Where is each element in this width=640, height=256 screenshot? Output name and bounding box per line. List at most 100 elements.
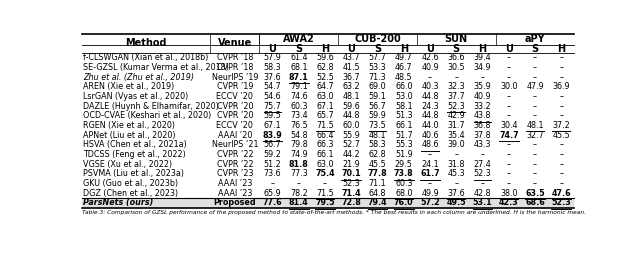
Text: 59.6: 59.6: [342, 102, 360, 111]
Bar: [81, 198, 575, 208]
Text: 44.8: 44.8: [342, 111, 360, 120]
Text: 59.6: 59.6: [316, 54, 334, 62]
Text: 42.6: 42.6: [421, 54, 439, 62]
Text: –: –: [428, 150, 432, 159]
Text: –: –: [559, 73, 563, 82]
Text: 75.4: 75.4: [316, 169, 335, 178]
Text: H: H: [400, 44, 408, 54]
Text: 59.2: 59.2: [264, 150, 282, 159]
Text: 68.6: 68.6: [525, 198, 545, 207]
Text: –: –: [507, 150, 511, 159]
Text: 47.6: 47.6: [552, 189, 571, 198]
Text: 37.6: 37.6: [264, 73, 282, 82]
Text: –: –: [507, 141, 511, 150]
Text: VGSE (Xu et al., 2022): VGSE (Xu et al., 2022): [83, 160, 172, 169]
Text: Table 3: Comparison of GZSL performance of the proposed method to state-of-the-a: Table 3: Comparison of GZSL performance …: [81, 210, 586, 215]
Text: S: S: [374, 44, 381, 54]
Text: 77.3: 77.3: [290, 169, 308, 178]
Text: –: –: [533, 54, 537, 62]
Text: 69.0: 69.0: [369, 82, 387, 91]
Text: –: –: [533, 150, 537, 159]
Text: 87.1: 87.1: [289, 73, 308, 82]
Text: 37.2: 37.2: [552, 121, 570, 130]
Text: 53.3: 53.3: [369, 63, 387, 72]
Text: –: –: [507, 160, 511, 169]
Text: –: –: [507, 92, 511, 101]
Text: 73.8: 73.8: [394, 169, 413, 178]
Text: 68.1: 68.1: [290, 63, 308, 72]
Text: 45.3: 45.3: [447, 169, 465, 178]
Text: aPY: aPY: [525, 34, 545, 44]
Text: –: –: [559, 111, 563, 120]
Text: 74.6: 74.6: [290, 92, 308, 101]
Text: LsrGAN (Vyas et al., 2020): LsrGAN (Vyas et al., 2020): [83, 92, 188, 101]
Text: 66.0: 66.0: [395, 82, 413, 91]
Text: CVPR ’18: CVPR ’18: [217, 54, 253, 62]
Text: 67.1: 67.1: [264, 121, 282, 130]
Text: 51.7: 51.7: [395, 131, 413, 140]
Text: 58.3: 58.3: [264, 63, 282, 72]
Text: 49.7: 49.7: [395, 54, 413, 62]
Text: 52.7: 52.7: [342, 141, 360, 150]
Text: CUB-200: CUB-200: [354, 34, 401, 44]
Text: 60.3: 60.3: [290, 102, 308, 111]
Text: DAZLE (Huynh & Elhamifar, 2020): DAZLE (Huynh & Elhamifar, 2020): [83, 102, 219, 111]
Text: 58.1: 58.1: [395, 102, 413, 111]
Text: 59.9: 59.9: [369, 111, 387, 120]
Text: 54.6: 54.6: [264, 92, 282, 101]
Text: –: –: [559, 63, 563, 72]
Text: 33.2: 33.2: [474, 102, 492, 111]
Text: S: S: [295, 44, 302, 54]
Text: Zhu et al. (Zhu et al., 2019): Zhu et al. (Zhu et al., 2019): [83, 73, 194, 82]
Text: 21.9: 21.9: [342, 160, 360, 169]
Text: 63.0: 63.0: [316, 160, 334, 169]
Text: 62.8: 62.8: [369, 150, 387, 159]
Text: 73.5: 73.5: [369, 121, 387, 130]
Text: –: –: [559, 169, 563, 178]
Text: 81.4: 81.4: [289, 198, 308, 207]
Text: –: –: [533, 102, 537, 111]
Text: 77.6: 77.6: [262, 198, 282, 207]
Text: 40.9: 40.9: [421, 63, 439, 72]
Text: 63.2: 63.2: [342, 82, 360, 91]
Text: GKU (Guo et al., 2023b): GKU (Guo et al., 2023b): [83, 179, 178, 188]
Text: –: –: [507, 73, 511, 82]
Text: 68.0: 68.0: [395, 189, 413, 198]
Text: 36.9: 36.9: [552, 82, 570, 91]
Text: 24.3: 24.3: [421, 102, 439, 111]
Text: 61.4: 61.4: [290, 54, 308, 62]
Text: –: –: [533, 160, 537, 169]
Text: 63.5: 63.5: [525, 189, 545, 198]
Text: U: U: [269, 44, 276, 54]
Text: 44.8: 44.8: [421, 111, 439, 120]
Text: 71.3: 71.3: [369, 73, 387, 82]
Text: 34.9: 34.9: [474, 63, 492, 72]
Text: 51.2: 51.2: [264, 160, 282, 169]
Text: 27.4: 27.4: [474, 160, 492, 169]
Text: NeurIPS ’19: NeurIPS ’19: [212, 73, 258, 82]
Text: 37.7: 37.7: [447, 92, 465, 101]
Text: 76.5: 76.5: [290, 121, 308, 130]
Text: 52.3: 52.3: [552, 198, 571, 207]
Text: SE-GZSL (Kumar Verma et al., 2018): SE-GZSL (Kumar Verma et al., 2018): [83, 63, 229, 72]
Text: Method: Method: [125, 38, 166, 48]
Text: CVPR ’20: CVPR ’20: [216, 111, 253, 120]
Text: 29.5: 29.5: [395, 160, 413, 169]
Text: CVPR ’22: CVPR ’22: [216, 150, 253, 159]
Text: AWA2: AWA2: [283, 34, 315, 44]
Text: PSVMA (Liu et al., 2023a): PSVMA (Liu et al., 2023a): [83, 169, 184, 178]
Text: 42.8: 42.8: [474, 189, 492, 198]
Text: AAAI ’23: AAAI ’23: [218, 189, 252, 198]
Text: 59.1: 59.1: [369, 92, 387, 101]
Text: 52.3: 52.3: [342, 179, 360, 188]
Text: –: –: [507, 102, 511, 111]
Text: U: U: [426, 44, 434, 54]
Text: 35.4: 35.4: [447, 131, 465, 140]
Text: 65.7: 65.7: [316, 111, 334, 120]
Text: –: –: [454, 179, 458, 188]
Text: 73.4: 73.4: [290, 111, 308, 120]
Text: 56.7: 56.7: [369, 102, 387, 111]
Text: 70.1: 70.1: [342, 169, 361, 178]
Text: ECCV ’20: ECCV ’20: [216, 121, 253, 130]
Text: 43.8: 43.8: [474, 111, 492, 120]
